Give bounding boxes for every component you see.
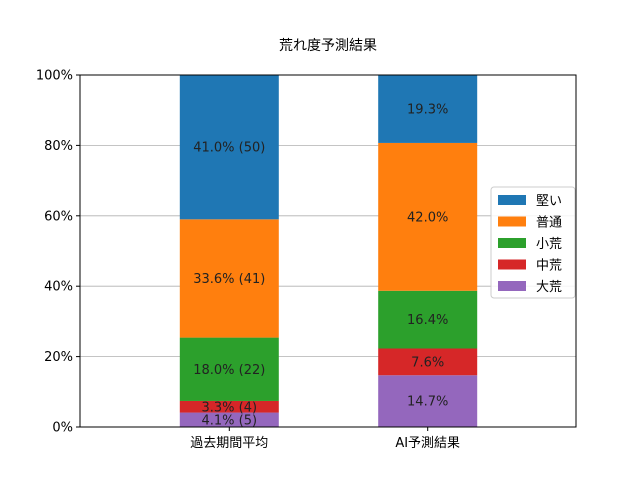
chart-title: 荒れ度予測結果 xyxy=(279,38,377,54)
bar-segment xyxy=(179,412,279,427)
legend-label: 大荒 xyxy=(536,280,562,295)
y-tick-label: 20% xyxy=(44,350,73,365)
legend-label: 堅い xyxy=(536,194,562,209)
data-label: 3.3% (4) xyxy=(202,400,258,415)
data-label: 41.0% (50) xyxy=(193,141,265,156)
bar-segment xyxy=(179,400,279,413)
data-label: 14.7% xyxy=(407,395,448,410)
bar-segment xyxy=(378,142,478,291)
bar-segment xyxy=(179,337,279,401)
legend-swatch xyxy=(498,238,526,248)
legend-swatch xyxy=(498,216,526,227)
data-label: 4.1% (5) xyxy=(202,413,258,428)
data-label: 18.0% (22) xyxy=(193,363,265,378)
data-label: 7.6% xyxy=(411,355,444,370)
bar-segment xyxy=(378,348,478,376)
legend-swatch xyxy=(498,281,526,291)
plot-frame xyxy=(79,74,577,428)
x-tick-label: 過去期間平均 xyxy=(190,436,268,451)
bar-segment xyxy=(378,290,478,349)
legend-label: 小荒 xyxy=(536,237,562,252)
data-label: 33.6% (41) xyxy=(193,272,265,287)
bar-segment xyxy=(378,375,478,427)
legend xyxy=(490,186,576,299)
data-label: 42.0% xyxy=(407,210,448,225)
y-tick-label: 60% xyxy=(44,209,73,224)
y-tick-label: 0% xyxy=(52,421,73,436)
y-tick-label: 100% xyxy=(36,69,73,84)
legend-swatch xyxy=(498,259,526,270)
bar-segment xyxy=(179,75,279,220)
legend-label: 中荒 xyxy=(536,259,562,274)
legend-label: 普通 xyxy=(536,216,562,231)
x-tick-label: AI予測結果 xyxy=(395,436,460,451)
y-tick-label: 40% xyxy=(44,280,73,295)
legend-swatch xyxy=(498,195,526,205)
data-label: 19.3% xyxy=(407,102,448,117)
data-label: 16.4% xyxy=(407,313,448,328)
y-tick-label: 80% xyxy=(44,139,73,154)
bar-segment xyxy=(179,219,279,338)
bar-segment xyxy=(378,75,478,143)
